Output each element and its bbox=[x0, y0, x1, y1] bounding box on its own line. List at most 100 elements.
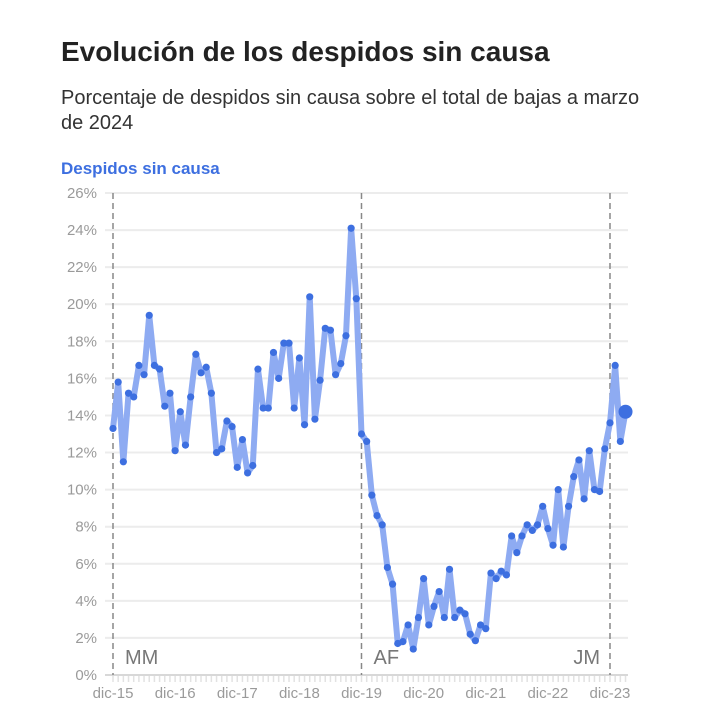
data-point bbox=[580, 495, 588, 503]
data-point bbox=[533, 521, 542, 529]
data-point bbox=[363, 437, 371, 446]
y-tick-label: 8% bbox=[75, 519, 97, 536]
data-point bbox=[275, 374, 283, 382]
event-marker-label: MM bbox=[125, 647, 158, 669]
x-tick-label: dic-23 bbox=[590, 685, 631, 702]
y-tick-label: 2% bbox=[75, 630, 97, 647]
data-point bbox=[155, 365, 164, 373]
data-point bbox=[171, 447, 179, 455]
data-point bbox=[352, 295, 360, 303]
data-point bbox=[492, 575, 500, 583]
data-point bbox=[187, 393, 195, 401]
x-axis-ticks: dic-15 dic-16 dic-17 dic-18 dic-19 dic-20 dic-… bbox=[93, 676, 631, 702]
y-tick-label: 26% bbox=[67, 185, 97, 202]
data-point bbox=[518, 532, 526, 540]
x-tick-label: dic-22 bbox=[527, 685, 568, 702]
y-tick-label: 12% bbox=[67, 445, 97, 462]
data-point bbox=[192, 350, 200, 358]
data-point bbox=[539, 502, 547, 510]
data-point bbox=[445, 565, 454, 573]
data-point bbox=[140, 371, 148, 379]
x-tick-label: dic-20 bbox=[403, 685, 444, 702]
event-marker-label: AF bbox=[373, 647, 399, 669]
data-point bbox=[373, 511, 381, 520]
data-point bbox=[399, 638, 407, 646]
data-point bbox=[295, 354, 303, 362]
annotations: MM AF JM bbox=[112, 193, 611, 675]
data-point bbox=[606, 419, 614, 427]
data-point bbox=[388, 580, 397, 588]
data-point bbox=[249, 461, 257, 470]
data-point bbox=[145, 311, 153, 319]
data-point bbox=[456, 606, 464, 614]
data-point bbox=[233, 463, 241, 471]
data-point bbox=[435, 587, 443, 596]
series-despidos bbox=[109, 224, 633, 653]
data-point bbox=[306, 293, 314, 301]
data-point bbox=[616, 437, 624, 446]
data-point bbox=[357, 430, 366, 438]
data-point bbox=[575, 456, 583, 464]
data-point bbox=[124, 389, 133, 397]
data-point bbox=[264, 404, 272, 412]
data-point bbox=[135, 361, 143, 370]
x-tick-label: dic-16 bbox=[155, 685, 196, 702]
y-tick-label: 14% bbox=[67, 407, 97, 424]
data-point bbox=[559, 543, 567, 551]
data-point bbox=[476, 621, 485, 629]
data-point bbox=[290, 404, 298, 412]
data-point bbox=[207, 389, 215, 397]
data-point bbox=[502, 571, 511, 579]
y-tick-label: 6% bbox=[75, 556, 97, 573]
series-label: Despidos sin causa bbox=[61, 159, 220, 178]
x-tick-label: dic-17 bbox=[217, 685, 258, 702]
data-point bbox=[564, 502, 573, 510]
y-tick-label: 16% bbox=[67, 370, 97, 387]
y-tick-label: 10% bbox=[67, 482, 97, 499]
y-tick-label: 24% bbox=[67, 222, 97, 239]
data-point bbox=[238, 435, 247, 444]
data-point bbox=[482, 625, 490, 633]
data-point bbox=[130, 393, 138, 401]
y-tick-label: 18% bbox=[67, 333, 97, 350]
data-point bbox=[311, 415, 319, 423]
data-point bbox=[383, 563, 391, 572]
data-point bbox=[259, 404, 267, 412]
data-point bbox=[119, 458, 127, 466]
data-point bbox=[347, 224, 355, 232]
data-point bbox=[114, 378, 122, 386]
data-point bbox=[368, 491, 376, 499]
data-point bbox=[461, 610, 469, 618]
chart-subtitle: Porcentaje de despidos sin causa sobre e… bbox=[61, 87, 640, 134]
x-tick-label: dic-19 bbox=[341, 685, 382, 702]
data-point bbox=[181, 441, 190, 449]
data-point bbox=[218, 445, 226, 453]
data-point bbox=[300, 421, 309, 429]
data-point bbox=[269, 348, 278, 357]
data-point bbox=[596, 487, 604, 496]
data-point bbox=[409, 645, 417, 653]
data-point bbox=[420, 575, 428, 583]
data-point bbox=[228, 422, 236, 431]
data-point bbox=[611, 361, 619, 370]
data-point bbox=[528, 526, 536, 535]
data-point bbox=[212, 448, 221, 457]
data-point bbox=[549, 541, 557, 549]
y-tick-label: 22% bbox=[67, 259, 97, 276]
data-point bbox=[197, 369, 205, 377]
data-point bbox=[585, 447, 593, 455]
data-point bbox=[508, 532, 516, 540]
data-point bbox=[280, 339, 288, 347]
data-point bbox=[554, 486, 562, 494]
data-point bbox=[440, 613, 448, 622]
data-point bbox=[109, 424, 117, 433]
data-point bbox=[513, 549, 521, 557]
data-point bbox=[471, 637, 479, 645]
data-point bbox=[425, 621, 433, 629]
data-point bbox=[254, 365, 262, 373]
data-point bbox=[316, 376, 324, 384]
chart-title: Evolución de los despidos sin causa bbox=[61, 36, 550, 67]
data-point bbox=[570, 473, 578, 481]
data-point bbox=[161, 402, 169, 410]
data-point bbox=[285, 339, 293, 347]
